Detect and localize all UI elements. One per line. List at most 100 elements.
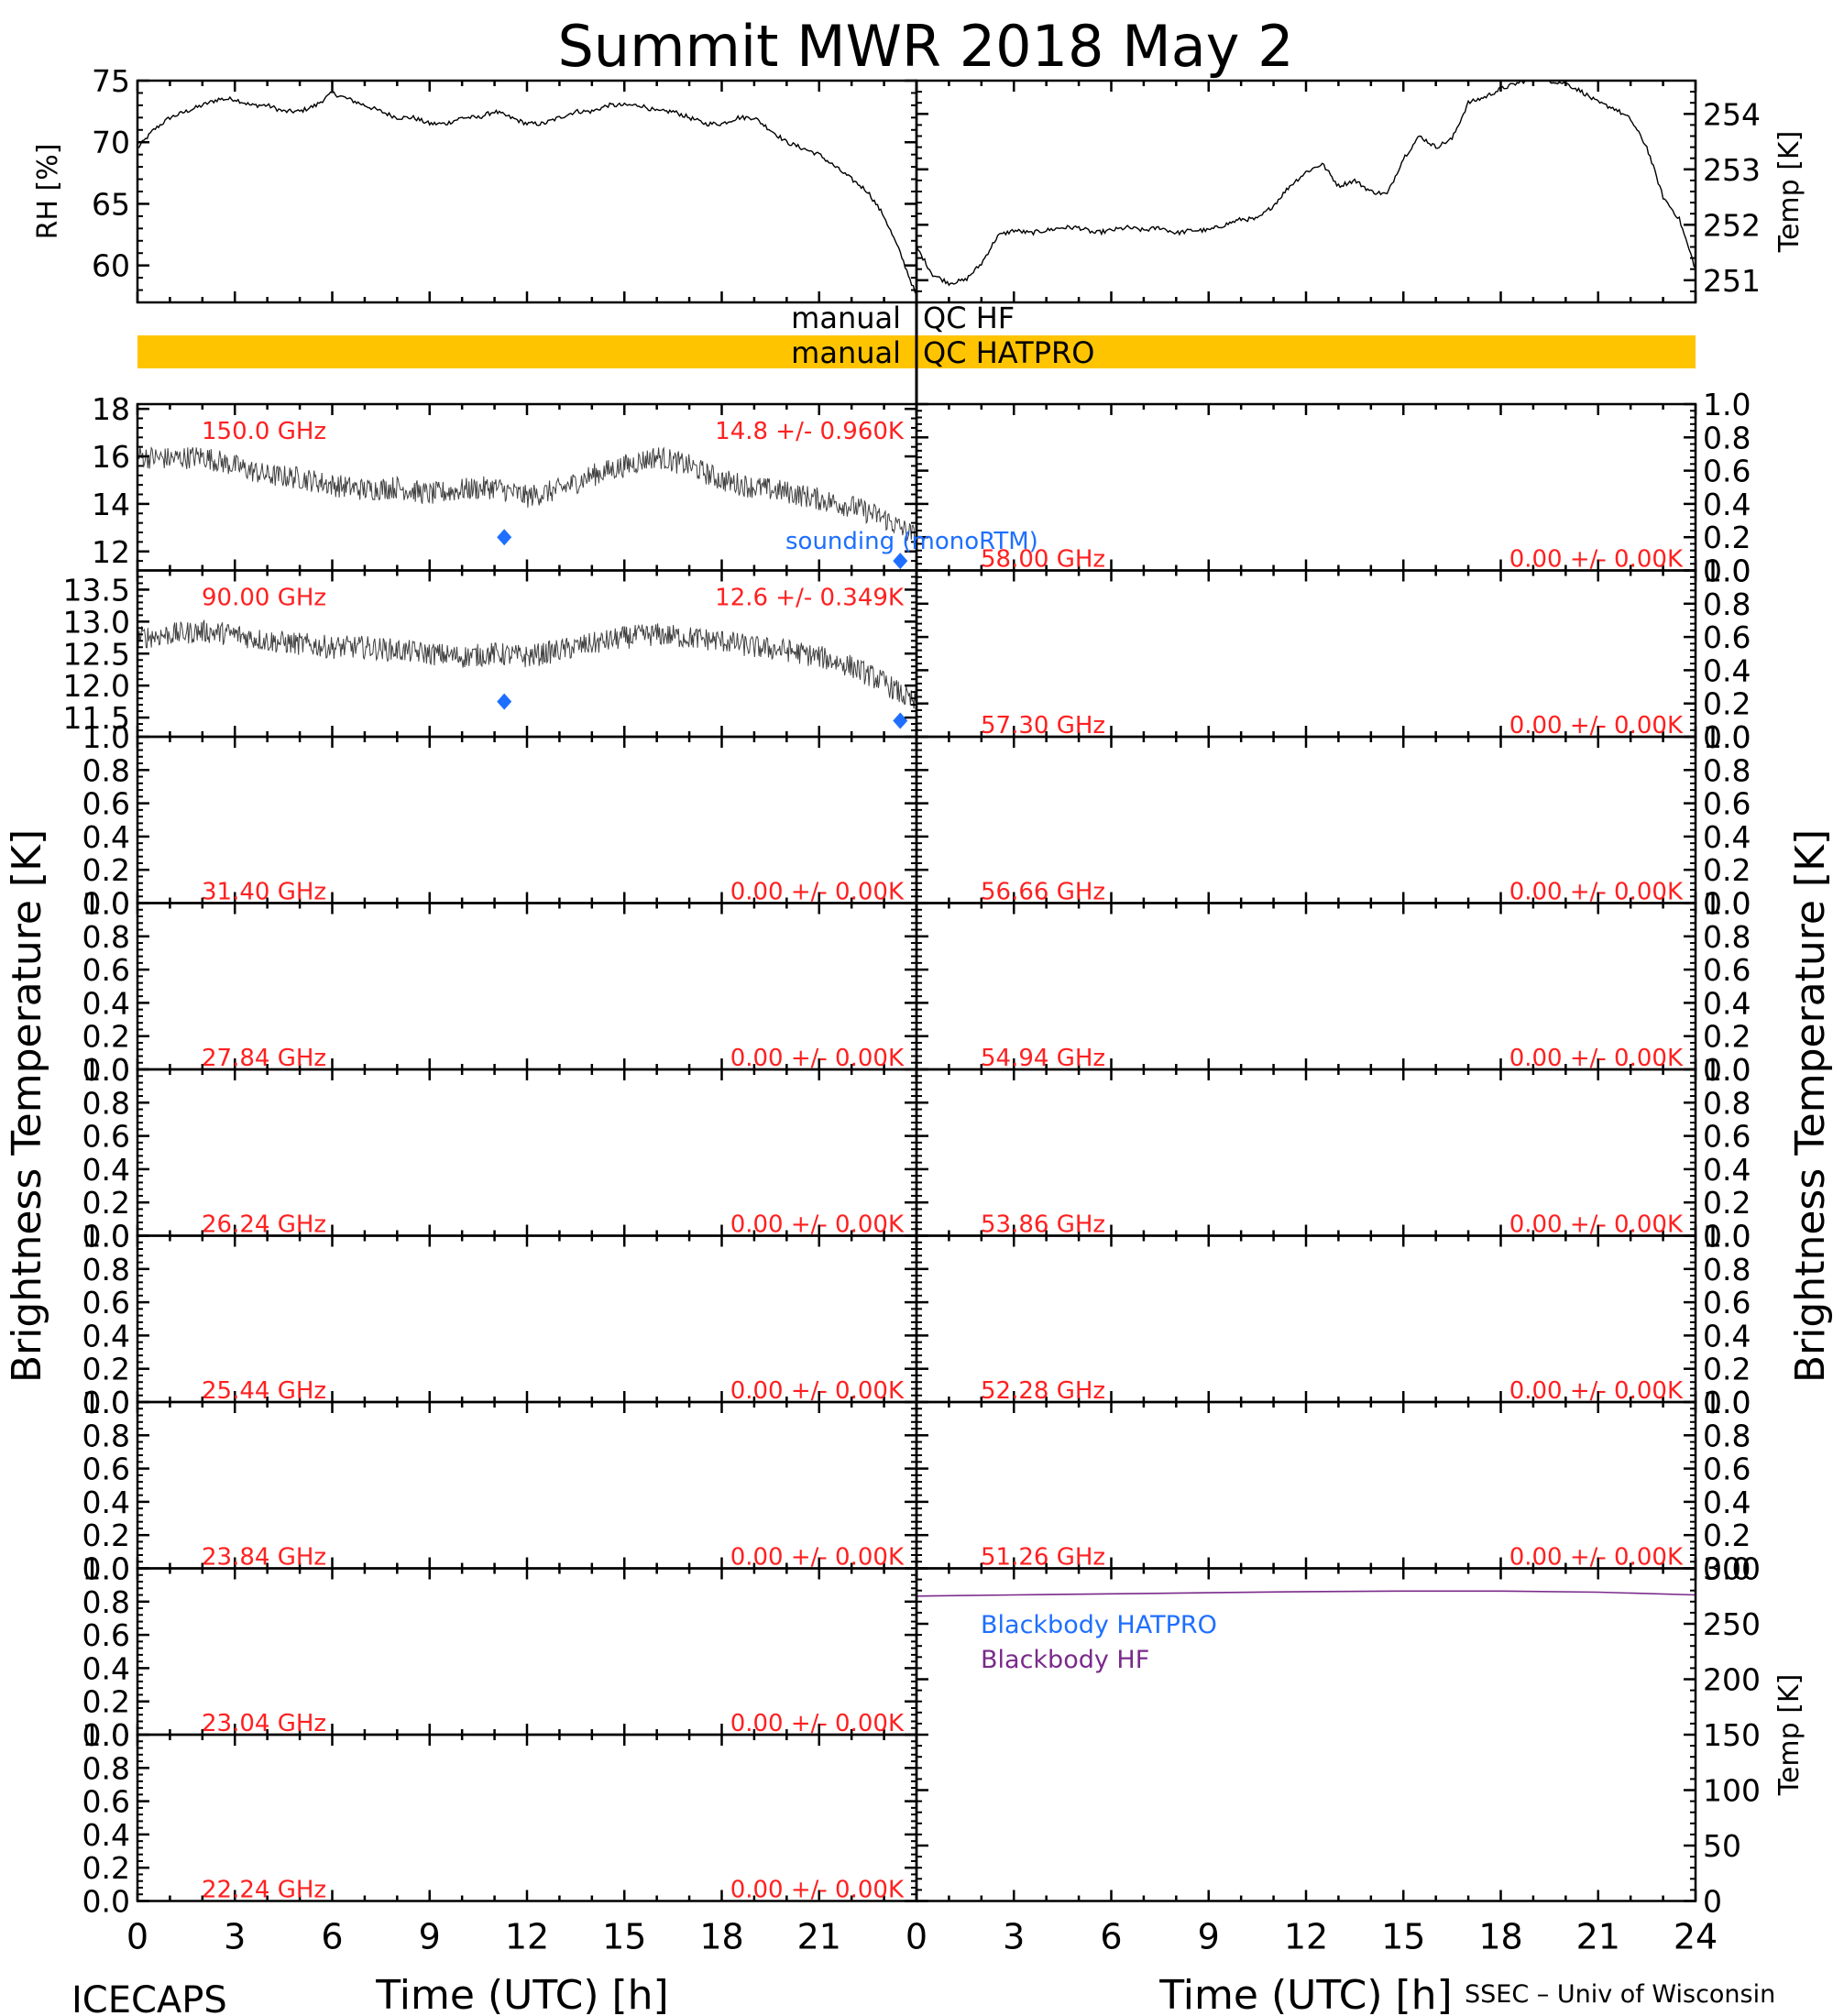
22-24-ghz-ytick-label-0: 0.0 [82, 1884, 130, 1920]
xtick-label-left-7: 21 [797, 1917, 841, 1957]
90-ghz-sounding-point-0 [497, 693, 512, 710]
53-86-ghz-ytick-label-2: 0.4 [1703, 1152, 1751, 1188]
footer-right: SSEC – Univ of Wisconsin [1465, 1980, 1775, 2009]
23-04-ghz-frequency-label: 23.04 GHz [202, 1710, 326, 1737]
53-86-ghz-ytick-label-4: 0.8 [1703, 1085, 1751, 1121]
150-ghz-ytick-label-3: 18 [92, 391, 130, 427]
rh-series-0 [137, 91, 917, 296]
xtick-label-left-1: 3 [224, 1917, 246, 1957]
temperature-ytick-label-0: 251 [1703, 263, 1761, 299]
27-84-ghz-ytick-label-1: 0.2 [82, 1019, 130, 1055]
blackbody-ytick-label-2: 100 [1703, 1773, 1761, 1809]
23-84-ghz-frequency-label: 23.84 GHz [202, 1544, 326, 1572]
23-04-ghz-stats-label: 0.00 +/- 0.00K [730, 1710, 905, 1737]
51-26-ghz-ytick-label-3: 0.6 [1703, 1452, 1751, 1487]
26-24-ghz-ytick-label-1: 0.2 [82, 1185, 130, 1221]
150-ghz-ytick-label-0: 12 [92, 534, 130, 570]
23-84-ghz-stats-label: 0.00 +/- 0.00K [730, 1544, 905, 1572]
54-94-ghz-stats-label: 0.00 +/- 0.00K [1509, 1045, 1684, 1072]
51-26-ghz-ytick-label-2: 0.4 [1703, 1485, 1751, 1520]
52-28-ghz-ytick-label-1: 0.2 [1703, 1352, 1751, 1387]
22-24-ghz-ytick-label-4: 0.8 [82, 1750, 130, 1786]
150-ghz-ytick-label-1: 14 [92, 487, 130, 522]
57-30-ghz-ytick-label-3: 0.6 [1703, 619, 1751, 655]
150-ghz-series-0 [137, 445, 917, 548]
57-30-ghz-stats-label: 0.00 +/- 0.00K [1509, 712, 1684, 740]
31-40-ghz-ytick-label-1: 0.2 [82, 852, 130, 888]
blackbody-hatpro-legend: Blackbody HATPRO [981, 1611, 1217, 1639]
xtick-label-left-3: 9 [419, 1917, 441, 1957]
31-40-ghz-ytick-label-5: 1.0 [82, 719, 130, 755]
right-ylabel: Brightness Temperature [K] [1787, 829, 1833, 1383]
25-44-ghz-frequency-label: 25.44 GHz [202, 1377, 326, 1405]
56-66-ghz-ytick-label-0: 0.0 [1703, 886, 1751, 922]
chart-axes [136, 79, 1697, 1902]
blackbody-ylabel: Temp [K] [1773, 1674, 1806, 1797]
52-28-ghz-frequency-label: 52.28 GHz [981, 1377, 1105, 1405]
temperature-ytick-label-2: 253 [1703, 152, 1761, 188]
57-30-ghz-ytick-label-5: 1.0 [1703, 553, 1751, 589]
57-30-ghz-ytick-label-4: 0.8 [1703, 586, 1751, 622]
22-24-ghz-ytick-label-3: 0.6 [82, 1784, 130, 1820]
31-40-ghz-ytick-label-4: 0.8 [82, 752, 130, 788]
23-84-ghz-ytick-label-1: 0.2 [82, 1517, 130, 1553]
blackbody-ytick-label-4: 200 [1703, 1662, 1761, 1698]
53-86-ghz-stats-label: 0.00 +/- 0.00K [1509, 1211, 1684, 1239]
23-04-ghz-ytick-label-1: 0.2 [82, 1684, 130, 1720]
22-24-ghz-stats-label: 0.00 +/- 0.00K [730, 1877, 905, 1904]
23-04-ghz-ytick-label-4: 0.8 [82, 1584, 130, 1620]
25-44-ghz-ytick-label-4: 0.8 [82, 1252, 130, 1287]
52-28-ghz-ytick-label-3: 0.6 [1703, 1285, 1751, 1320]
xtick-label-left-0: 0 [126, 1917, 148, 1957]
26-24-ghz-frequency-label: 26.24 GHz [202, 1211, 326, 1239]
temperature-ylabel: Temp [K] [1773, 131, 1806, 254]
xtick-label-right-2: 6 [1100, 1917, 1122, 1957]
58-00-ghz-ytick-label-3: 0.6 [1703, 454, 1751, 489]
51-26-ghz-frequency-label: 51.26 GHz [981, 1544, 1105, 1572]
23-04-ghz-ytick-label-0: 0.0 [82, 1717, 130, 1753]
blackbody-ytick-label-3: 150 [1703, 1717, 1761, 1753]
xtick-label-left-4: 12 [505, 1917, 549, 1957]
22-24-ghz-ytick-label-5: 1.0 [82, 1717, 130, 1753]
23-04-ghz-ytick-label-3: 0.6 [82, 1617, 130, 1653]
25-44-ghz-stats-label: 0.00 +/- 0.00K [730, 1377, 905, 1405]
xtick-label-right-8: 24 [1674, 1917, 1718, 1957]
31-40-ghz-ytick-label-2: 0.4 [82, 819, 130, 855]
52-28-ghz-ytick-label-4: 0.8 [1703, 1252, 1751, 1287]
xtick-label-left-6: 18 [699, 1917, 743, 1957]
150-ghz-frequency-label: 150.0 GHz [202, 418, 326, 445]
27-84-ghz-ytick-label-5: 1.0 [82, 886, 130, 922]
58-00-ghz-ytick-label-5: 1.0 [1703, 387, 1751, 422]
54-94-ghz-ytick-label-4: 0.8 [1703, 919, 1751, 955]
xtick-label-right-3: 9 [1198, 1917, 1220, 1957]
23-04-ghz-ytick-label-2: 0.4 [82, 1650, 130, 1686]
rh-ytick-label-1: 65 [92, 186, 130, 222]
31-40-ghz-ytick-label-3: 0.6 [82, 786, 130, 822]
rh-ylabel: RH [%] [32, 144, 64, 240]
blackbody-ytick-label-0: 0 [1703, 1884, 1722, 1920]
xtick-label-left-5: 15 [602, 1917, 646, 1957]
52-28-ghz-ytick-label-5: 1.0 [1703, 1219, 1751, 1255]
58-00-ghz-ytick-label-0: 0.0 [1703, 553, 1751, 589]
25-44-ghz-ytick-label-3: 0.6 [82, 1285, 130, 1320]
27-84-ghz-ytick-label-2: 0.4 [82, 985, 130, 1021]
52-28-ghz-ytick-label-2: 0.4 [1703, 1318, 1751, 1353]
54-94-ghz-ytick-label-1: 0.2 [1703, 1019, 1751, 1055]
90-ghz-ytick-label-3: 13.0 [63, 604, 130, 640]
blackbody-ytick-label-6: 300 [1703, 1551, 1761, 1587]
53-86-ghz-ytick-label-3: 0.6 [1703, 1119, 1751, 1155]
31-40-ghz-stats-label: 0.00 +/- 0.00K [730, 879, 905, 906]
56-66-ghz-ytick-label-4: 0.8 [1703, 752, 1751, 788]
54-94-ghz-frequency-label: 54.94 GHz [981, 1045, 1105, 1072]
57-30-ghz-ytick-label-2: 0.4 [1703, 652, 1751, 688]
31-40-ghz-frequency-label: 31.40 GHz [202, 879, 326, 906]
54-94-ghz-ytick-label-2: 0.4 [1703, 985, 1751, 1021]
23-84-ghz-ytick-label-5: 1.0 [82, 1385, 130, 1420]
blackbody-ytick-label-5: 250 [1703, 1606, 1761, 1642]
90-ghz-sounding-point-1 [893, 712, 908, 729]
51-26-ghz-ytick-label-1: 0.2 [1703, 1517, 1751, 1553]
31-40-ghz-ytick-label-0: 0.0 [82, 886, 130, 922]
27-84-ghz-ytick-label-0: 0.0 [82, 1052, 130, 1088]
23-84-ghz-ytick-label-2: 0.4 [82, 1485, 130, 1520]
